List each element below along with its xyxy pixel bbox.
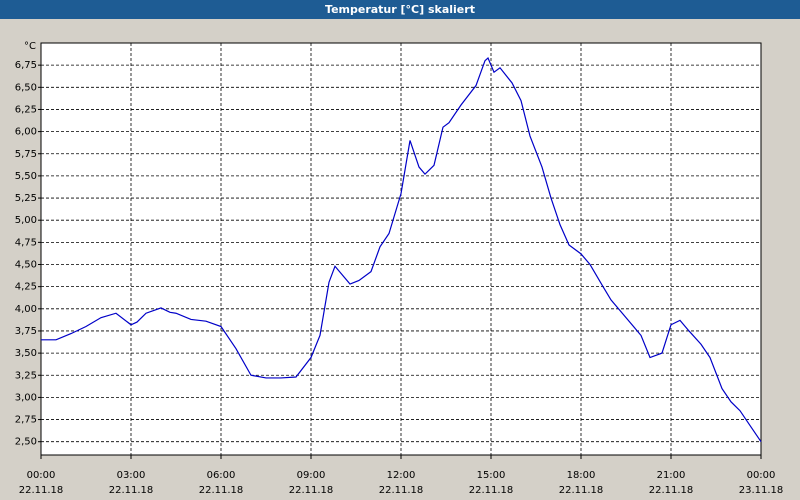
title-bar: Temperatur [°C] skaliert <box>0 0 800 19</box>
y-tick-label: 3,50 <box>15 348 37 359</box>
y-tick-label: 4,75 <box>15 237 37 248</box>
line <box>41 57 762 443</box>
y-tick-label: 6,25 <box>15 104 37 115</box>
y-tick-label: 5,00 <box>15 215 37 226</box>
y-tick-label: 6,75 <box>15 60 37 71</box>
y-tick-label: 5,25 <box>15 193 37 204</box>
x-tick-label: 18:00 22.11.18 <box>558 470 604 496</box>
x-tick-label: 00:00 22.11.18 <box>18 470 64 496</box>
x-tick-label: 06:00 22.11.18 <box>198 470 244 496</box>
y-tick-label: 5,75 <box>15 149 37 160</box>
x-tick-label: 09:00 22.11.18 <box>288 470 334 496</box>
x-tick-label: 12:00 22.11.18 <box>378 470 424 496</box>
y-tick-label: 4,25 <box>15 282 37 293</box>
x-tick-label: 15:00 22.11.18 <box>468 470 514 496</box>
y-tick-label: 4,00 <box>15 304 37 315</box>
y-unit: °C <box>24 41 36 52</box>
y-tick-label: 2,50 <box>15 437 37 448</box>
y-tick-label: 2,75 <box>15 415 37 426</box>
x-tick-label: 21:00 22.11.18 <box>648 470 694 496</box>
x-tick-label: 00:00 23.11.18 <box>738 470 784 496</box>
y-tick-label: 3,75 <box>15 326 37 337</box>
y-tick-label: 3,00 <box>15 392 37 403</box>
y-tick-label: 6,00 <box>15 127 37 138</box>
y-tick-label: 4,50 <box>15 260 37 271</box>
x-tick-label: 03:00 22.11.18 <box>108 470 154 496</box>
y-tick-label: 5,50 <box>15 171 37 182</box>
y-tick-label: 3,25 <box>15 370 37 381</box>
y-tick-label: 6,50 <box>15 82 37 93</box>
